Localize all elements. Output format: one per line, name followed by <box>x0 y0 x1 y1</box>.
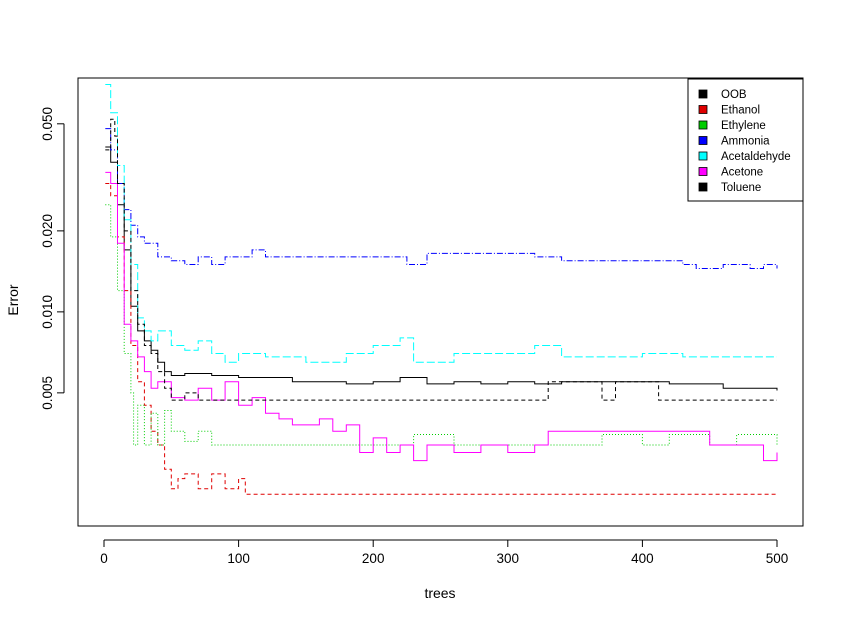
x-tick-label: 100 <box>227 551 250 566</box>
y-axis: 0.005 0.010 0.020 0.050 <box>40 107 65 410</box>
legend-label: Ammonia <box>721 136 770 148</box>
series-line-acetone <box>105 171 778 462</box>
x-tick-label: 400 <box>631 551 654 566</box>
legend-swatch <box>698 151 708 161</box>
legend-label: Ethanol <box>721 105 760 117</box>
series-line-toluene <box>105 118 777 401</box>
legend-label: Acetone <box>721 167 763 179</box>
y-tick-label: 0.010 <box>40 295 55 329</box>
x-tick-label: 200 <box>362 551 385 566</box>
legend-label: OOB <box>721 89 747 101</box>
series-line-ammonia <box>105 128 778 269</box>
legend-swatch <box>698 182 708 192</box>
legend-swatch <box>698 89 708 99</box>
legend-label: Acetaldehyde <box>721 151 791 163</box>
plot-frame <box>77 77 804 527</box>
y-tick-label: 0.050 <box>40 107 55 141</box>
legend-swatch <box>698 167 708 176</box>
series-line-ethylene <box>105 204 778 446</box>
legend-label: Toluene <box>721 182 761 194</box>
series-line-oob <box>105 146 778 391</box>
y-tick-label: 0.020 <box>40 214 55 248</box>
y-axis-title: Error <box>5 284 21 315</box>
legend-swatch <box>698 136 708 145</box>
legend: OOB Ethanol Ethylene Ammonia Acetaldehyde Ace… <box>687 78 804 202</box>
series-line-acetaldehyde <box>105 84 777 363</box>
legend-label: Ethylene <box>721 120 766 132</box>
x-tick-label: 500 <box>766 551 789 566</box>
series-line-ethanol <box>105 183 777 495</box>
x-tick-label: 0 <box>100 551 108 566</box>
y-tick-label: 0.005 <box>40 376 55 410</box>
legend-swatch <box>698 105 708 114</box>
series-layer <box>105 84 778 495</box>
legend-swatch <box>698 120 708 130</box>
x-tick-label: 300 <box>497 551 520 566</box>
x-axis-title: trees <box>424 585 455 601</box>
x-axis: 0 100 200 300 400 500 <box>100 539 789 566</box>
